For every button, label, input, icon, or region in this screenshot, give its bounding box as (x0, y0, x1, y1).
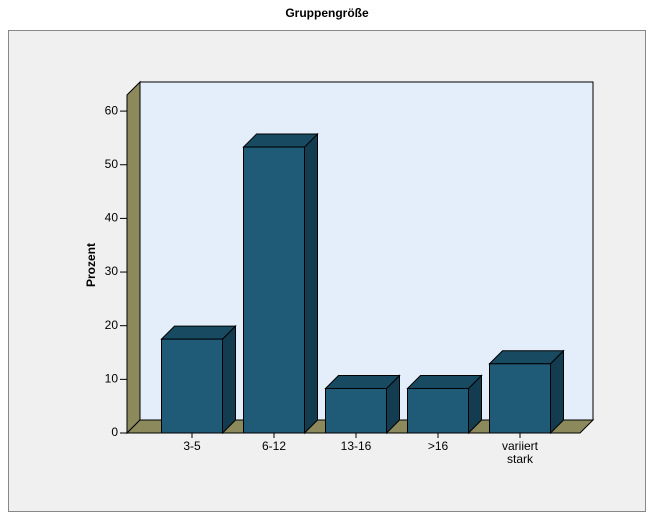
bar-front (243, 146, 305, 434)
y-axis-label: Prozent (84, 243, 98, 287)
bar (160, 324, 237, 435)
bar-side (222, 324, 236, 435)
bar-front (489, 363, 551, 434)
bar-front (325, 387, 387, 434)
plot-area: 0 10 20 30 40 50 60 3-5 6-12 13-16 >16 variiert star… (105, 80, 595, 466)
y-tick-label: 30 (105, 264, 119, 278)
bar (324, 374, 401, 435)
x-tick-label: variiert stark (502, 439, 539, 466)
bar-top (242, 133, 319, 148)
x-tick-label: 3-5 (183, 439, 201, 453)
bar-top (406, 374, 483, 389)
bar (406, 374, 483, 435)
bar-side (304, 132, 318, 435)
x-tick-label: 6-12 (262, 439, 286, 453)
bar (488, 349, 565, 435)
bar-top (160, 325, 237, 340)
y-tick-label: 10 (105, 372, 119, 386)
y-tick-label: 40 (105, 211, 119, 225)
bar (242, 132, 319, 435)
x-tick-label: >16 (428, 439, 449, 453)
bar-front (407, 387, 469, 434)
x-tick-label: 13-16 (341, 439, 372, 453)
chart-title: Gruppengröße (285, 6, 369, 20)
bar-top (324, 374, 401, 389)
y-tick-label: 20 (105, 318, 119, 332)
y-tick-label: 60 (105, 103, 119, 117)
bar-side (550, 349, 564, 435)
left-wall (126, 80, 141, 435)
y-tick-label: 50 (105, 157, 119, 171)
y-tick-label: 0 (111, 425, 118, 439)
bar-top (488, 350, 565, 365)
bar-front (161, 338, 223, 434)
